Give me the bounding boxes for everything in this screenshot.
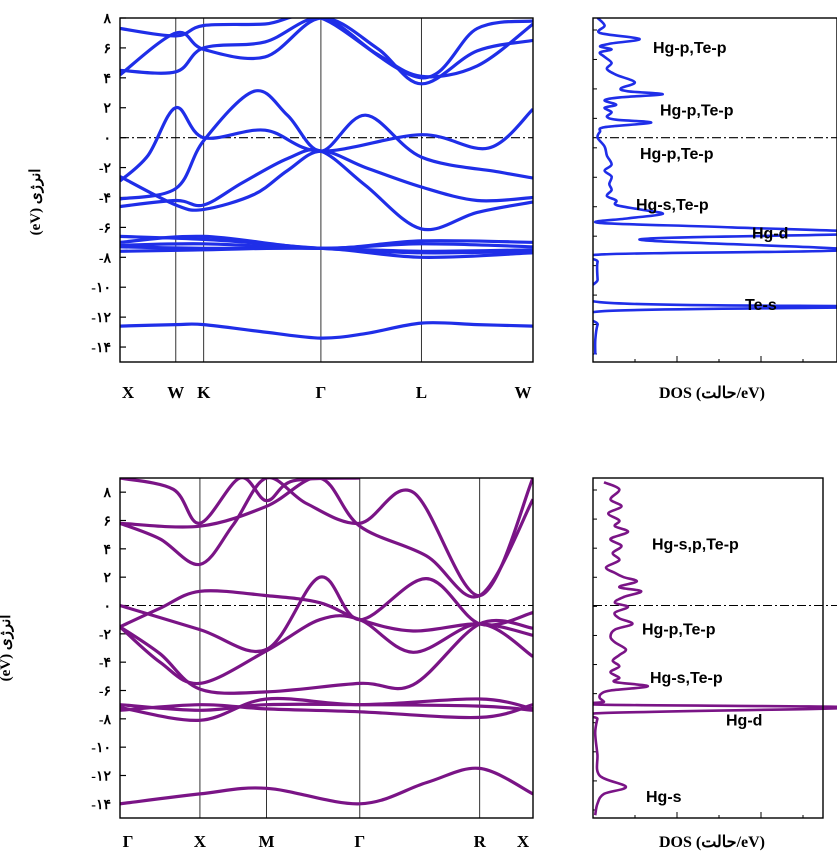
dos-axis-label-top: DOS (حالت/eV) — [659, 385, 765, 402]
y-tick-label: -۶ — [99, 221, 111, 236]
dos-axis-label-bottom: DOS (حالت/eV) — [659, 834, 765, 851]
band-line — [120, 478, 533, 599]
y-tick-label: ۶ — [103, 42, 111, 57]
y-tick-label: ۲ — [103, 102, 111, 117]
plot-frame — [592, 17, 837, 363]
y-tick-label: -۶ — [99, 685, 111, 700]
y-tick-label: ۸ — [102, 486, 111, 501]
dos-curve — [593, 18, 837, 355]
dos-annotation: Hg-d — [752, 225, 788, 242]
band-structure-panel-bottom: Γ X M Γ R X ۸ ۶ ۴ ۲ ۰ -۲ -۴ -۶ -۸ -۱۰ -۱۲ -۱۴ — [91, 477, 534, 851]
plot-frame — [119, 17, 534, 363]
y-tick-label: ۶ — [103, 515, 111, 530]
band-line — [120, 703, 533, 720]
y-axis-label-bottom: انرژی (eV) — [0, 615, 14, 682]
kpoint-label: Γ — [316, 383, 327, 402]
y-tick-label: -۲ — [99, 628, 112, 643]
y-tick-label: -۴ — [99, 656, 111, 671]
y-tick-label: ۲ — [103, 571, 111, 586]
band-line — [120, 614, 533, 686]
y-tick-label: -۱۲ — [91, 311, 111, 326]
plot-frame — [592, 477, 824, 819]
y-tick-label: ۰ — [103, 600, 111, 615]
y-tick-label: -۲ — [99, 162, 112, 177]
y-tick-label: -۸ — [99, 713, 112, 728]
dos-annotation: Te-s — [745, 297, 777, 314]
band-line — [120, 702, 533, 712]
band-line — [120, 589, 533, 637]
dos-annotation: Hg-p,Te-p — [642, 622, 716, 639]
dos-annotation: Hg-s,p,Te-p — [652, 537, 739, 554]
band-line — [120, 106, 533, 183]
dos-annotation: Hg-p,Te-p — [653, 40, 727, 57]
kpoint-label: K — [197, 383, 211, 402]
band-line — [120, 321, 533, 340]
y-tick-label: -۱۰ — [91, 281, 111, 296]
band-line — [120, 575, 533, 653]
bands — [120, 478, 533, 806]
band-line — [120, 478, 533, 598]
kpoint-label: Γ — [123, 832, 134, 851]
y-axis-label-top: انرژی (eV) — [28, 169, 44, 236]
y-tick-label: -۱۲ — [91, 770, 111, 785]
band-line — [120, 478, 360, 525]
band-line — [120, 18, 533, 80]
kpoint-label: W — [515, 383, 532, 402]
band-line — [120, 234, 533, 250]
dos-curve-group — [593, 481, 837, 816]
kpoint-label: Γ — [354, 832, 365, 851]
dos-panel-bottom: Hg-s,p,Te-p Hg-p,Te-p Hg-s,Te-p Hg-d Hg-s — [592, 477, 837, 819]
plot-frame — [119, 477, 534, 819]
kpoint-label: X — [517, 832, 530, 851]
dos-annotation: Hg-d — [726, 712, 762, 729]
y-tick-label: ۰ — [103, 132, 111, 147]
kpoint-label: X — [122, 383, 135, 402]
band-line — [120, 618, 533, 695]
bands — [120, 18, 533, 340]
y-tick-label: ۴ — [103, 72, 111, 87]
y-tick-label: -۱۴ — [91, 798, 111, 813]
kpoint-label: L — [416, 383, 427, 402]
dos-annotation: Hg-p,Te-p — [640, 146, 714, 163]
dos-curve-group — [593, 18, 837, 355]
kpoint-label: M — [259, 832, 275, 851]
band-line — [120, 696, 533, 722]
y-tick-label: ۸ — [102, 12, 111, 27]
kpoint-label: W — [167, 383, 184, 402]
band-line — [120, 18, 533, 79]
band-line — [120, 89, 533, 201]
kpoint-label: R — [474, 832, 487, 851]
band-line — [120, 149, 533, 212]
y-tick-label: -۴ — [99, 191, 111, 206]
y-tick-label: -۸ — [99, 251, 112, 266]
y-tick-label: -۱۴ — [91, 341, 111, 356]
band-line — [120, 18, 533, 86]
dos-panel-top: Hg-p,Te-p Hg-p,Te-p Hg-p,Te-p Hg-s,Te-p Hg-d… — [592, 17, 837, 363]
band-line — [120, 148, 533, 232]
dos-annotation: Hg-p,Te-p — [660, 103, 734, 120]
band-line — [120, 766, 533, 806]
dos-annotation: Hg-s,Te-p — [650, 670, 723, 687]
dos-annotation: Hg-s,Te-p — [636, 197, 709, 214]
dos-curve — [593, 481, 837, 816]
dos-annotation: Hg-s — [646, 789, 682, 806]
y-tick-label: -۱۰ — [91, 741, 111, 756]
y-tick-label: ۴ — [103, 543, 111, 558]
kpoint-label: X — [194, 832, 207, 851]
